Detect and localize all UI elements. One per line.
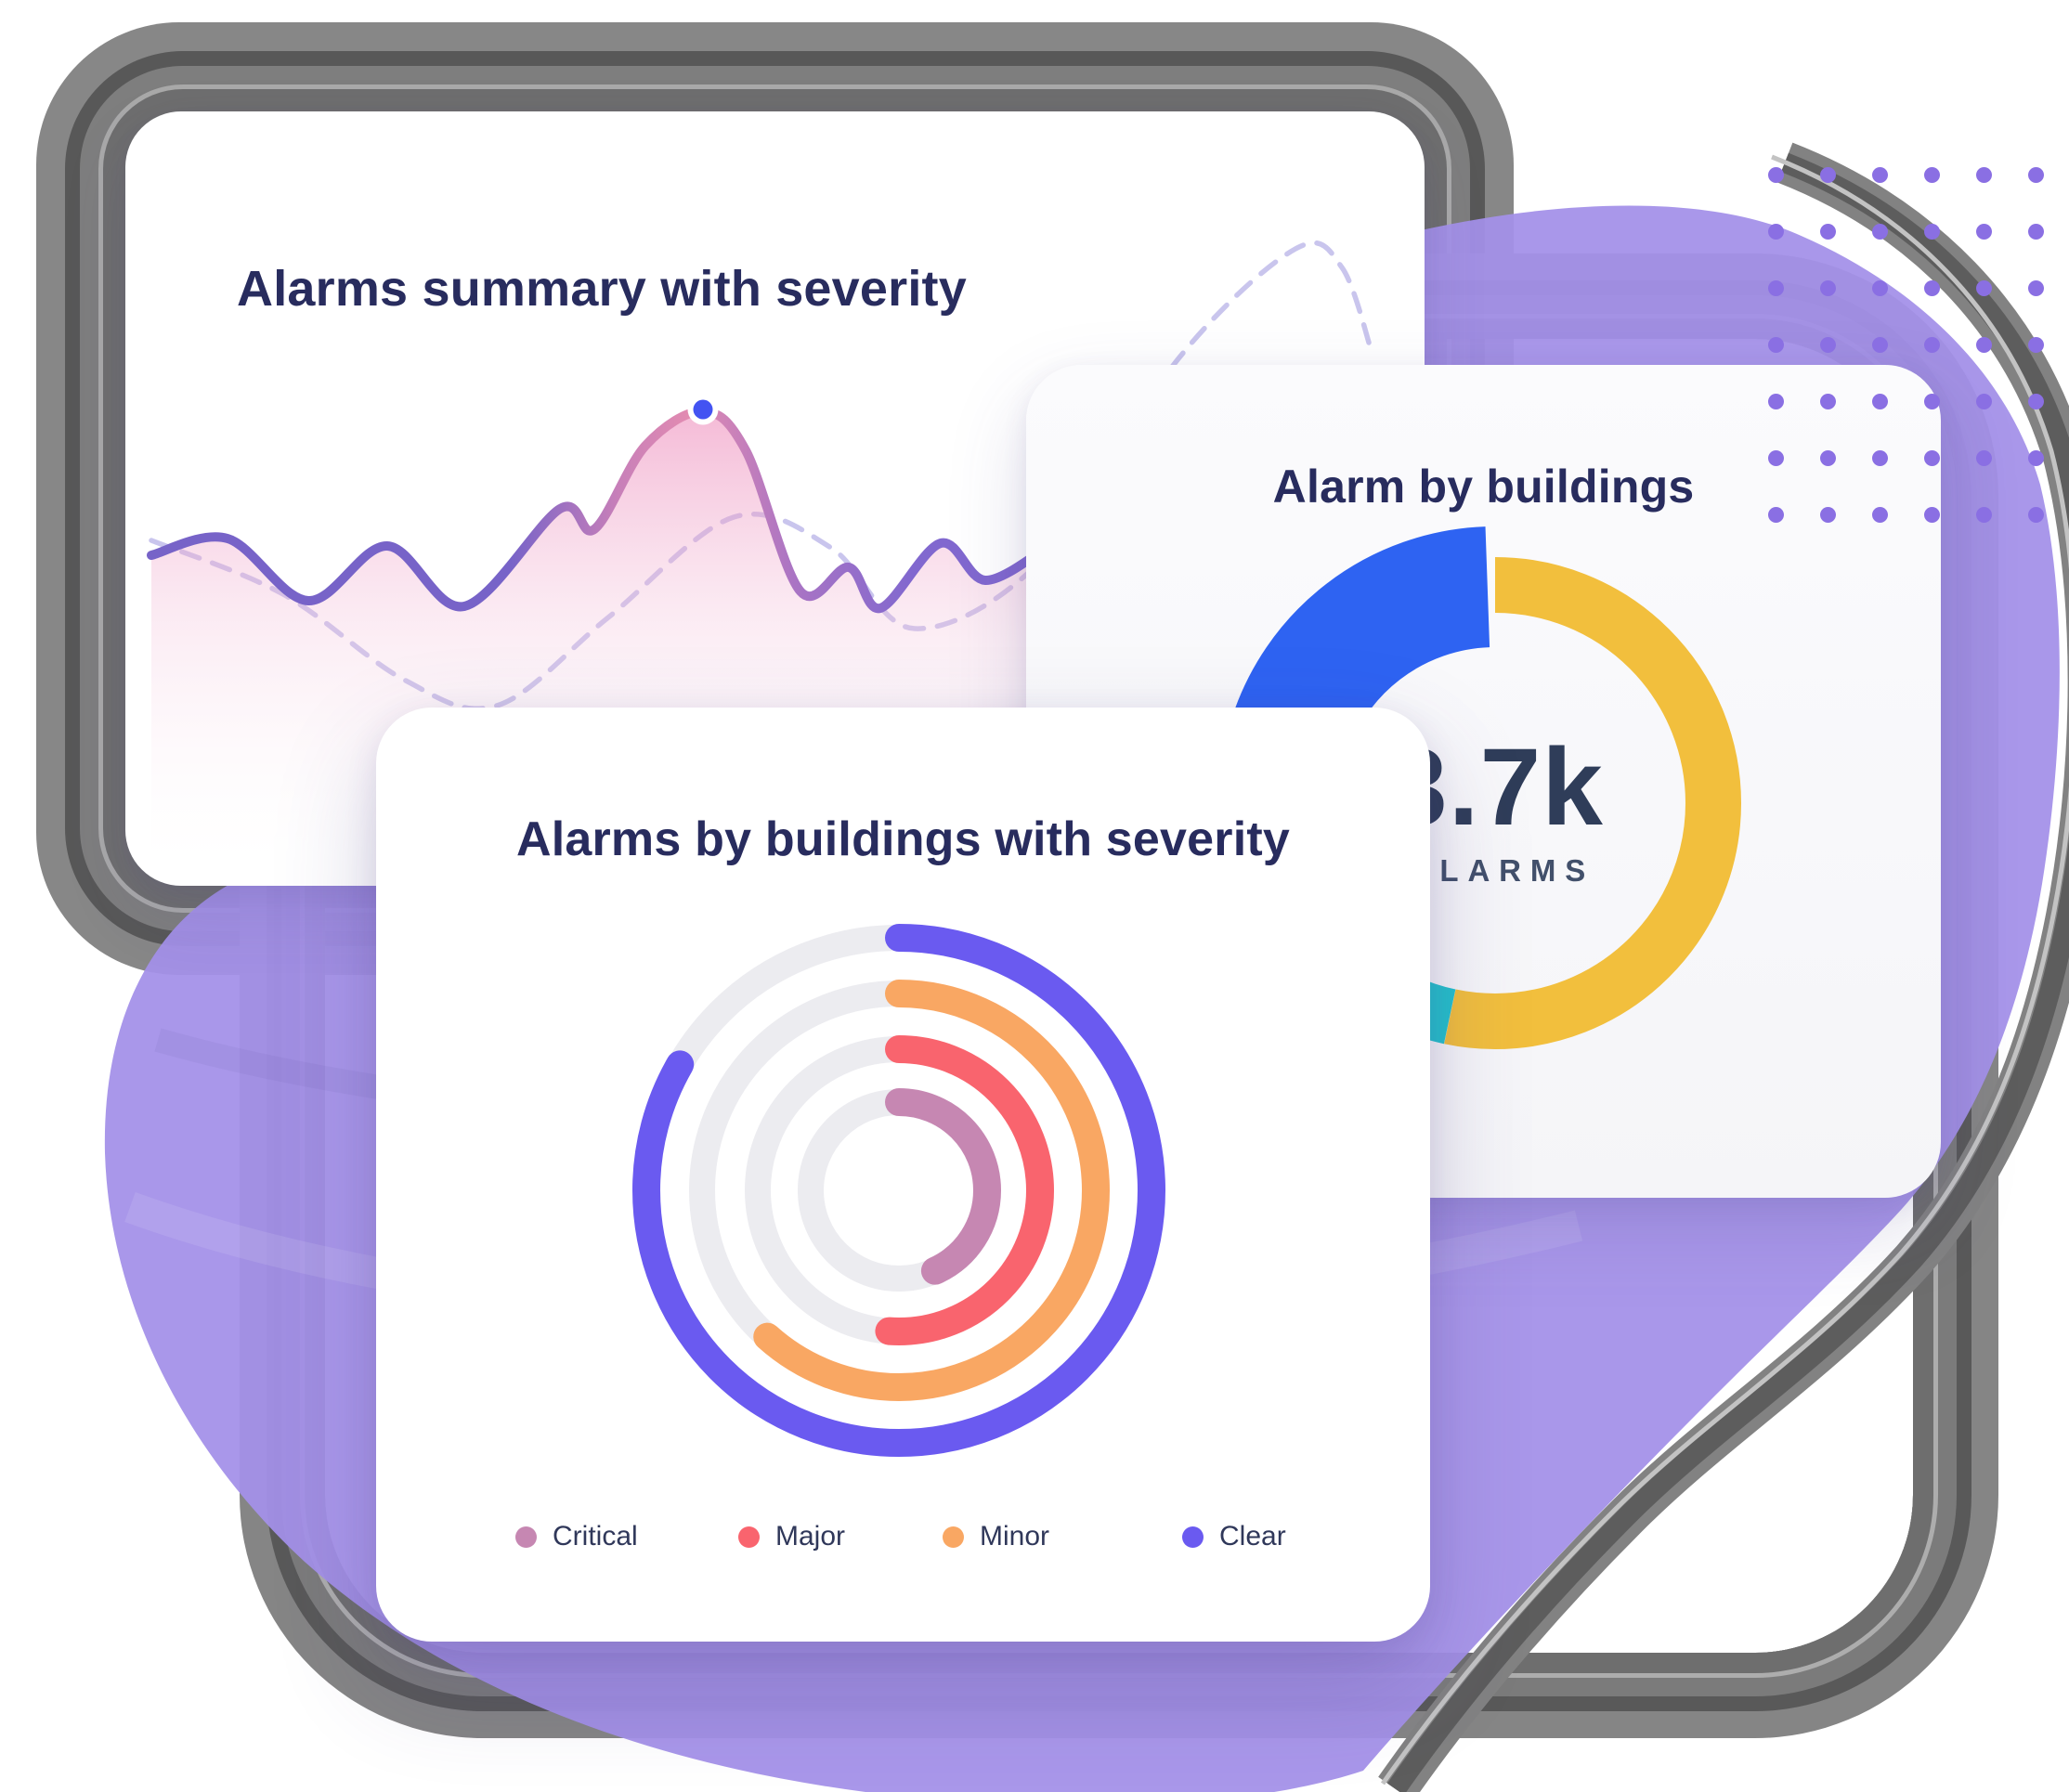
pattern-dot <box>2027 507 2044 523</box>
pattern-dot <box>1975 507 1992 523</box>
yellow-segment-arc <box>1249 557 1741 1049</box>
pattern-dot <box>1767 450 1784 466</box>
legend-label: Critical <box>553 1521 638 1552</box>
pattern-dot <box>2027 450 2044 466</box>
clear-swatch-icon <box>1182 1526 1204 1548</box>
pattern-dot <box>1819 280 1836 296</box>
teal-segment-arc <box>1249 557 1741 1049</box>
pattern-dot <box>2027 337 2044 353</box>
pattern-dot <box>1975 167 1992 183</box>
pattern-dot <box>1975 337 1992 353</box>
pattern-dot <box>2027 394 2044 409</box>
pattern-dot <box>1975 224 1992 240</box>
pattern-dot <box>1923 394 1940 409</box>
pattern-dot <box>1767 224 1784 240</box>
pattern-dot <box>1819 167 1836 183</box>
critical-ring-arc <box>797 1088 1001 1292</box>
pattern-dot <box>1975 450 1992 466</box>
rotated-band-light-line <box>1380 154 2069 1786</box>
pattern-dot <box>1819 224 1836 240</box>
pattern-dot <box>1923 167 1940 183</box>
pattern-dot <box>1871 507 1888 523</box>
pattern-dot <box>2027 224 2044 240</box>
minor-ring-arc <box>688 980 1110 1401</box>
pattern-dot <box>1819 337 1836 353</box>
card-alarms-severity-title: Alarms by buildings with severity <box>515 812 1291 866</box>
pattern-dot <box>1871 394 1888 409</box>
pattern-dot <box>1923 450 1940 466</box>
card-alarms-by-buildings-severity: Alarms by buildings with severity Critic… <box>376 708 1430 1642</box>
pattern-dot <box>1975 394 1992 409</box>
minor-swatch-icon <box>943 1526 964 1548</box>
legend-label: Clear <box>1219 1521 1286 1552</box>
card-alarm-by-buildings-title: Alarm by buildings <box>1272 461 1695 513</box>
severity-rings-chart <box>632 924 1165 1457</box>
pattern-dot <box>1923 507 1940 523</box>
major-ring-arc <box>744 1035 1054 1345</box>
severity-legend: Critical Major Minor Clear <box>376 708 1430 1642</box>
pattern-dot <box>1871 450 1888 466</box>
pattern-dot <box>1767 507 1784 523</box>
clear-ring-arc <box>632 924 1165 1457</box>
legend-label: Minor <box>980 1521 1050 1552</box>
major-swatch-icon <box>738 1526 760 1548</box>
pattern-dot <box>1923 337 1940 353</box>
legend-label: Major <box>775 1521 846 1552</box>
decorative-dot-grid <box>1750 147 2062 543</box>
legend-item-clear: Clear <box>1182 1521 1286 1552</box>
pattern-dot <box>1819 450 1836 466</box>
pattern-dot <box>2027 280 2044 296</box>
pattern-dot <box>1871 280 1888 296</box>
legend-item-major: Major <box>738 1521 845 1552</box>
donut-total-label: ALARMS <box>1408 853 1595 888</box>
alarms-trend-line <box>147 407 1051 614</box>
pattern-dot <box>1767 337 1784 353</box>
card-alarms-summary-title: Alarms summary with severity <box>237 261 967 317</box>
pattern-dot <box>2027 167 2044 183</box>
legend-item-critical: Critical <box>515 1521 638 1552</box>
pattern-dot <box>1871 167 1888 183</box>
pattern-dot <box>1975 280 1992 296</box>
pattern-dot <box>1819 507 1836 523</box>
pattern-dot <box>1923 280 1940 296</box>
pattern-dot <box>1871 224 1888 240</box>
pattern-dot <box>1767 167 1784 183</box>
pattern-dot <box>1767 280 1784 296</box>
critical-swatch-icon <box>515 1526 537 1548</box>
pattern-dot <box>1767 394 1784 409</box>
pattern-dot <box>1819 394 1836 409</box>
legend-item-minor: Minor <box>943 1521 1049 1552</box>
pattern-dot <box>1871 337 1888 353</box>
pattern-dot <box>1923 224 1940 240</box>
rotated-band-inner <box>1386 152 2069 1792</box>
peak-marker-dot <box>693 399 713 420</box>
